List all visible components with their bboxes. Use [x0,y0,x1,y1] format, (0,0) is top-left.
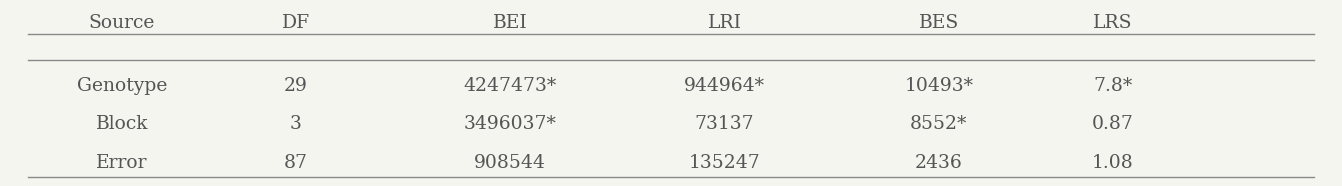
Text: 87: 87 [285,154,309,172]
Text: Error: Error [97,154,148,172]
Text: 944964*: 944964* [684,77,765,95]
Text: 3496037*: 3496037* [464,115,557,133]
Text: 10493*: 10493* [905,77,973,95]
Text: 4247473*: 4247473* [464,77,557,95]
Text: 0.87: 0.87 [1092,115,1134,133]
Text: 73137: 73137 [695,115,754,133]
Text: DF: DF [282,14,310,32]
Text: Block: Block [95,115,148,133]
Text: 908544: 908544 [474,154,546,172]
Text: 3: 3 [290,115,302,133]
Text: LRI: LRI [707,14,742,32]
Text: 7.8*: 7.8* [1094,77,1133,95]
Text: 2436: 2436 [915,154,962,172]
Text: 135247: 135247 [688,154,761,172]
Text: BEI: BEI [493,14,527,32]
Text: Source: Source [89,14,156,32]
Text: 29: 29 [285,77,307,95]
Text: BES: BES [919,14,960,32]
Text: Genotype: Genotype [76,77,168,95]
Text: 8552*: 8552* [910,115,968,133]
Text: LRS: LRS [1094,14,1133,32]
Text: 1.08: 1.08 [1092,154,1134,172]
